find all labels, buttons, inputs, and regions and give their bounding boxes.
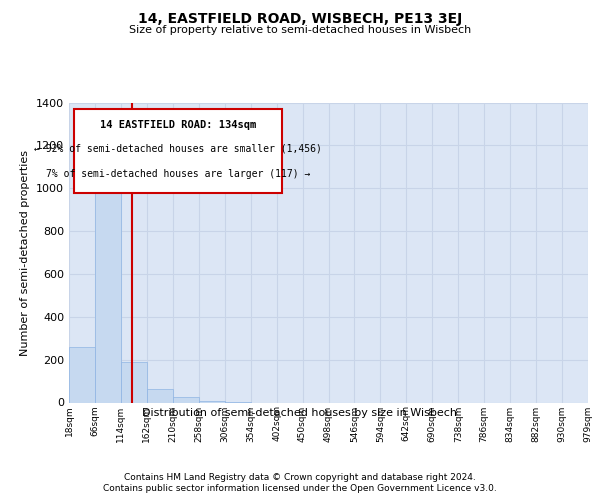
Text: Contains public sector information licensed under the Open Government Licence v3: Contains public sector information licen…	[103, 484, 497, 493]
Text: Size of property relative to semi-detached houses in Wisbech: Size of property relative to semi-detach…	[129, 25, 471, 35]
Bar	[95, 171, 121, 402]
Text: 14, EASTFIELD ROAD, WISBECH, PE13 3EJ: 14, EASTFIELD ROAD, WISBECH, PE13 3EJ	[138, 12, 462, 26]
Bar	[173, 397, 199, 402]
Text: 14 EASTFIELD ROAD: 134sqm: 14 EASTFIELD ROAD: 134sqm	[100, 120, 256, 130]
Text: 7% of semi-detached houses are larger (117) →: 7% of semi-detached houses are larger (1…	[46, 169, 310, 179]
Text: ← 92% of semi-detached houses are smaller (1,456): ← 92% of semi-detached houses are smalle…	[34, 144, 322, 154]
Bar	[69, 347, 95, 403]
Bar	[121, 362, 147, 403]
Text: Contains HM Land Registry data © Crown copyright and database right 2024.: Contains HM Land Registry data © Crown c…	[124, 472, 476, 482]
Text: Distribution of semi-detached houses by size in Wisbech: Distribution of semi-detached houses by …	[143, 408, 458, 418]
Bar	[147, 388, 173, 402]
Y-axis label: Number of semi-detached properties: Number of semi-detached properties	[20, 150, 31, 356]
FancyBboxPatch shape	[74, 108, 282, 192]
